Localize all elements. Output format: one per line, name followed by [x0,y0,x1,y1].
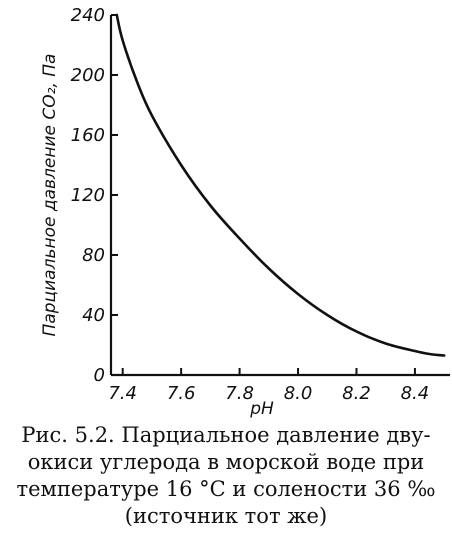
caption-line: окиси углерода в морской воде при [27,450,425,474]
series-line [115,13,446,357]
caption-line: температуре 16 °C и солености 36 ‰ [16,477,436,501]
series-points [117,15,444,356]
y-tick-label: 40 [82,305,105,326]
x-tick-label: 7.4 [108,383,137,404]
chart-axes [109,15,450,377]
y-tick-label: 80 [82,245,105,266]
x-tick-label: 7.6 [167,383,196,404]
x-tick-label: 8.2 [342,383,371,404]
x-tick-label: 8.0 [284,383,313,404]
y-axis-label: Парциальное давление CO₂, Па [40,54,60,337]
figure-caption: Рис. 5.2. Парциальное давление дву- окис… [10,422,442,530]
y-tick-label: 200 [71,65,105,86]
y-tick-label: 0 [94,365,105,386]
y-tick-label: 240 [71,5,105,26]
line-chart: 0 40 80 120 160 200 240 7.4 7.6 7.8 8.0 8.2 8.4 Пар… [40,5,450,419]
caption-line: (источник тот же) [124,504,328,528]
x-tick-label: 7.8 [225,383,254,404]
caption-line: Рис. 5.2. Парциальное давление дву- [21,423,431,447]
x-axis-label: pH [249,399,274,419]
x-tick-label: 8.4 [401,383,430,404]
y-tick-label: 120 [71,185,105,206]
x-axis-ticks: 7.4 7.6 7.8 8.0 8.2 8.4 [108,368,429,404]
y-tick-label: 160 [71,125,105,146]
y-axis-ticks: 0 40 80 120 160 200 240 [71,5,118,386]
